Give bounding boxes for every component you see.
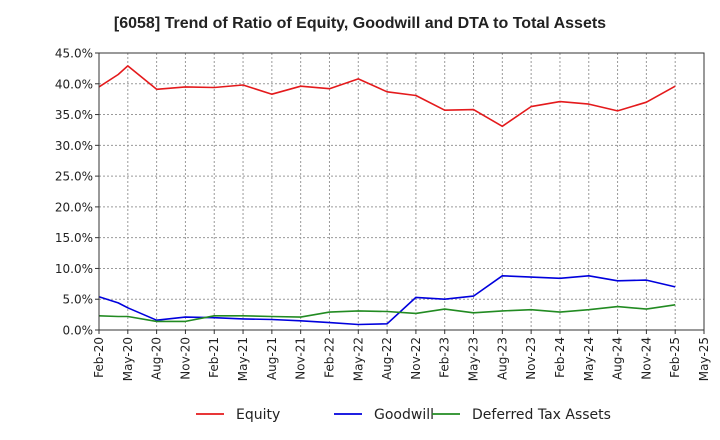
- x-tick-label: Feb-22: [322, 337, 336, 378]
- x-tick-label: Feb-20: [92, 337, 106, 378]
- y-tick-label: 40.0%: [55, 77, 93, 91]
- series-layer: [98, 65, 676, 326]
- y-tick-label: 25.0%: [55, 170, 93, 184]
- grid: [98, 52, 705, 331]
- x-tick-label: Feb-25: [668, 337, 682, 378]
- series-line-equity: [98, 65, 676, 128]
- legend: Equity Goodwill Deferred Tax Assets: [196, 407, 611, 423]
- x-tick-label: Feb-24: [553, 337, 567, 378]
- x-tick-label: Aug-23: [495, 337, 509, 380]
- x-tick-label: Aug-24: [611, 337, 625, 380]
- x-tick-label: Aug-21: [265, 337, 279, 380]
- legend-label: Equity: [236, 407, 280, 423]
- legend-label: Goodwill: [374, 407, 434, 423]
- y-tick-label: 45.0%: [55, 47, 93, 61]
- y-tick-label: 35.0%: [55, 108, 93, 122]
- y-tick-label: 30.0%: [55, 139, 93, 153]
- x-tick-label: Nov-24: [639, 337, 653, 380]
- x-tick-label: Feb-21: [207, 337, 221, 378]
- x-tick-label: Nov-21: [294, 337, 308, 380]
- x-tick-label: Nov-20: [178, 337, 192, 380]
- y-tick-label: 0.0%: [63, 324, 94, 338]
- x-tick-label: May-22: [351, 337, 365, 381]
- x-tick-label: Aug-22: [380, 337, 394, 380]
- y-tick-label: 10.0%: [55, 262, 93, 276]
- x-tick-label: Nov-23: [524, 337, 538, 380]
- y-tick-label: 20.0%: [55, 200, 93, 214]
- x-tick-label: May-25: [697, 337, 711, 381]
- x-tick-label: Aug-20: [150, 337, 164, 380]
- series-line-goodwill: [98, 274, 676, 326]
- chart-title: [6058] Trend of Ratio of Equity, Goodwil…: [113, 15, 607, 32]
- legend-label: Deferred Tax Assets: [472, 407, 611, 423]
- x-tick-label: Nov-22: [409, 337, 423, 380]
- y-tick-label: 5.0%: [63, 293, 94, 307]
- series-line-deferred-tax-assets: [98, 304, 676, 323]
- plot-area-border: [98, 52, 705, 331]
- x-tick-label: May-21: [236, 337, 250, 381]
- axes: 0.0% 5.0% 10.0% 15.0% 20.0% 25.0% 30.0% 35.0% 40…: [55, 47, 711, 382]
- x-tick-label: May-24: [582, 337, 596, 381]
- x-tick-label: May-20: [121, 337, 135, 381]
- x-tick-label: May-23: [467, 337, 481, 381]
- x-tick-label: Feb-23: [438, 337, 452, 378]
- y-tick-label: 15.0%: [55, 231, 93, 245]
